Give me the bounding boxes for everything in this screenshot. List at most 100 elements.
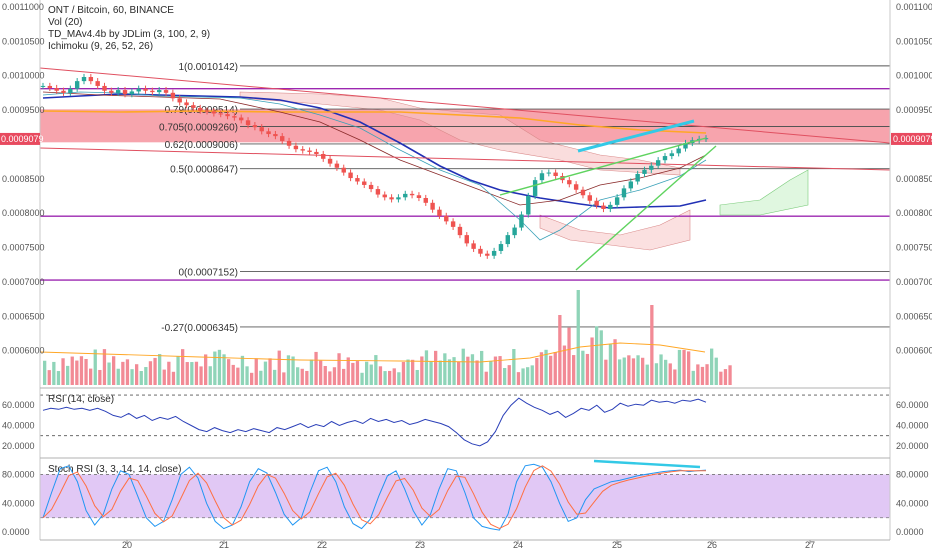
volume-bar [585,353,590,385]
volume-bar [434,350,438,385]
candle-body [416,195,422,198]
volume-bar [309,359,314,385]
fib-level-label: 0.705(0.0009260) [159,123,238,134]
price-tick-left: 0.0006000 [2,346,45,356]
rsi-tick-right: 20.0000 [896,441,929,451]
rsi-tick-right: 40.0000 [896,421,929,431]
volume-bar [296,367,300,385]
volume-bar [107,362,111,385]
volume-bar [139,371,143,385]
candle-body [512,227,517,236]
volume-bar [691,370,695,385]
candle-body [539,173,545,181]
candle-body [239,117,244,121]
volume-bar [300,368,304,385]
volume-bar [572,355,576,385]
volume-bar [167,361,171,385]
candle-body [362,181,367,185]
candle-body [526,195,531,215]
volume-bar [705,364,709,385]
price-tick-right: 0.0010500 [896,36,932,46]
volume-bar [553,352,557,385]
volume-bar [411,359,415,385]
candle-body [430,202,435,210]
candle-body [225,114,230,117]
candle-body [485,253,490,256]
fib-level-label: 1(0.0010142) [179,62,239,73]
candle-body [662,156,668,161]
candle-body [95,81,100,86]
volume-bar [397,372,401,385]
stoch-d-line [42,465,706,529]
volume-bar [286,355,291,385]
volume-bar [677,349,682,385]
candle-body [191,105,196,108]
price-tick-right: 0.0007500 [896,243,932,253]
volume-bar [438,360,442,385]
candle-body [409,193,415,196]
candle-body [163,90,169,93]
volume-bar [710,348,714,385]
candle-body [423,198,428,203]
volume-bar [112,356,116,385]
volume-bar [673,369,677,385]
candle-body [74,81,80,89]
volume-bar [401,362,406,385]
volume-bar [190,362,194,385]
volume-bar [480,350,484,385]
candle-body [628,181,634,189]
time-tick: 25 [612,540,622,550]
candle-body [307,150,312,152]
candle-body [184,102,189,106]
price-tick-left: 0.0010000 [2,71,45,81]
volume-bar [148,361,153,385]
price-tag-right-text: 0.0009079 [893,134,932,144]
candle-body [211,111,217,114]
volume-bar [608,344,613,385]
candle-body [129,91,135,95]
volume-bar [227,359,231,385]
volume-bar [176,355,180,385]
candle-body [457,226,463,236]
volume-bar [530,365,534,385]
volume-bar [75,360,79,385]
volume-bar [222,354,226,385]
volume-bar [636,355,640,385]
price-tick-left: 0.0010500 [2,36,45,46]
ichimoku-baseline [42,91,707,206]
candle-body [368,184,374,190]
candle-body [642,169,647,174]
price-tick-left: 0.0006500 [2,311,45,321]
volume-bar [613,339,617,385]
volume-bar [549,355,553,385]
volume-bar [493,356,498,385]
price-tick-left: 0.0008500 [2,174,45,184]
volume-bar [420,356,424,385]
price-tick-right: 0.0008000 [896,208,932,218]
volume-bar [135,364,139,385]
volume-bar [314,351,318,385]
volume-bar [342,368,346,385]
volume-bar [365,361,369,385]
candle-body [608,204,613,209]
candle-body [177,98,182,103]
volume-bar [319,360,323,385]
volume-bar [581,350,585,385]
stoch-k-line [42,463,707,531]
candle-body [389,197,394,200]
stoch-rsi-title: Stoch RSI (3, 3, 14, 14, close) [48,464,182,475]
volume-bar [181,349,185,385]
volume-bar [153,357,157,385]
volume-bar [61,358,65,385]
candle-body [601,205,606,209]
time-tick: 26 [707,540,717,550]
volume-bar [489,361,493,385]
stoch-divergence-line [593,459,701,469]
candle-body [505,235,510,245]
candle-body [334,163,340,168]
ichimoku-legend: Ichimoku (9, 26, 52, 26) [48,41,154,52]
candle-body [355,178,360,182]
price-tick-left: 0.0007000 [2,277,45,287]
volume-bar [535,358,539,385]
